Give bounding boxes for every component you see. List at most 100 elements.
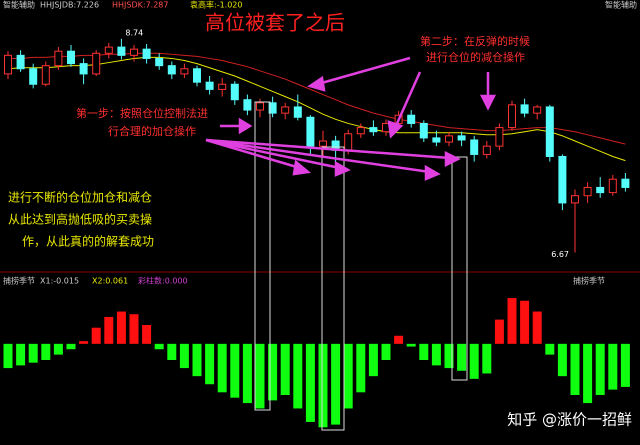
candle-body bbox=[596, 186, 605, 194]
candle-body bbox=[533, 106, 542, 114]
header-item: HHJSDK:7.287 bbox=[112, 1, 168, 10]
candle-body bbox=[193, 68, 201, 83]
candle-body bbox=[4, 54, 12, 75]
annotation: 第一步：按照仓位控制法进 bbox=[76, 106, 208, 120]
candle-body bbox=[67, 50, 75, 65]
histogram-bar bbox=[217, 343, 227, 393]
histogram-bar bbox=[104, 316, 114, 344]
histogram-bar bbox=[41, 343, 51, 360]
histogram-bar bbox=[242, 343, 252, 404]
histogram-bar bbox=[16, 343, 26, 366]
candle-body bbox=[608, 178, 617, 194]
indicator-legend: X1:-0.015 bbox=[40, 277, 79, 286]
histogram-bar bbox=[520, 300, 530, 344]
histogram-bar bbox=[192, 343, 202, 377]
candle-body bbox=[16, 54, 25, 70]
histogram-bar bbox=[482, 343, 492, 374]
header-item: 袁高率:-1.020 bbox=[190, 0, 242, 10]
histogram-bar bbox=[79, 341, 89, 344]
histogram-bar bbox=[507, 298, 517, 344]
histogram-bar bbox=[305, 343, 315, 422]
annotation: 从此达到高抛低吸的买卖操 bbox=[8, 212, 152, 227]
candle-body bbox=[419, 122, 428, 139]
indicator-right-title: 捕捞季节 bbox=[573, 276, 605, 286]
candle-body bbox=[218, 83, 227, 90]
candle-body bbox=[432, 137, 441, 143]
candle-body bbox=[104, 46, 113, 54]
candle-body bbox=[117, 46, 126, 56]
candle-body bbox=[29, 68, 38, 85]
histogram-bar bbox=[179, 343, 189, 369]
candle-body bbox=[243, 99, 252, 111]
candle-body bbox=[457, 135, 466, 141]
candle-body bbox=[268, 102, 277, 114]
histogram-bar bbox=[293, 343, 303, 409]
histogram-bar bbox=[3, 343, 13, 369]
histogram-bar bbox=[255, 343, 265, 409]
histogram-bar bbox=[331, 343, 341, 425]
histogram-bar bbox=[28, 343, 38, 363]
candle-body bbox=[571, 195, 579, 204]
histogram-bar bbox=[318, 343, 328, 428]
histogram-bar bbox=[280, 343, 290, 395]
histogram-bar bbox=[116, 311, 126, 344]
candle-body bbox=[79, 63, 88, 75]
histogram-bar bbox=[469, 343, 479, 379]
watermark: 知乎 @涨价一招鲜 bbox=[507, 411, 632, 429]
histogram-bar bbox=[230, 343, 240, 398]
candle-body bbox=[495, 127, 504, 147]
histogram-bar bbox=[431, 343, 441, 366]
histogram-bar bbox=[595, 343, 605, 395]
histogram-bar bbox=[268, 343, 278, 401]
high-label: 8.74 bbox=[125, 28, 143, 37]
candle-body bbox=[205, 81, 214, 90]
histogram-bar bbox=[557, 343, 567, 377]
histogram-bar bbox=[394, 335, 404, 344]
candle-body bbox=[54, 50, 63, 67]
candle-body bbox=[142, 48, 151, 59]
candle-body bbox=[293, 106, 302, 118]
candle-body bbox=[130, 48, 138, 56]
histogram-bar bbox=[154, 343, 164, 350]
candle-body bbox=[281, 106, 290, 114]
candle-body bbox=[369, 127, 378, 133]
annotation: 进行不断的仓位加仓和减仓 bbox=[8, 190, 152, 205]
low-label: 6.67 bbox=[551, 250, 569, 259]
candle-body bbox=[92, 52, 101, 75]
candle-body bbox=[508, 104, 516, 129]
moving-average bbox=[7, 56, 626, 162]
indicator-legend: 彩柱数:0.000 bbox=[138, 276, 188, 286]
histogram-bar bbox=[570, 343, 580, 395]
indicator-title: 捕捞季节 bbox=[3, 276, 35, 286]
candle-body bbox=[520, 104, 529, 114]
candle-body bbox=[356, 127, 365, 135]
candle-body bbox=[583, 186, 592, 197]
histogram-bar bbox=[53, 343, 63, 355]
candle-body bbox=[230, 83, 239, 101]
histogram-bar bbox=[444, 343, 454, 369]
candle-body bbox=[155, 57, 164, 67]
candle-body bbox=[41, 65, 50, 85]
histogram-bar bbox=[532, 311, 542, 344]
candle-body bbox=[545, 106, 554, 157]
candle-body bbox=[470, 139, 479, 155]
header-left: 智能辅助 bbox=[3, 0, 35, 10]
candle-body bbox=[621, 178, 630, 188]
candle-body bbox=[180, 68, 189, 75]
histogram-bar bbox=[142, 325, 152, 344]
histogram-bar bbox=[406, 343, 416, 347]
annotation: 第二步：在反弹的时候 bbox=[420, 34, 530, 48]
histogram-bar bbox=[457, 343, 467, 371]
indicator-legend: X2:0.061 bbox=[92, 277, 128, 286]
histogram-bar bbox=[66, 343, 76, 350]
header-item: HHJSJDB:7.226 bbox=[40, 1, 99, 10]
histogram-bar bbox=[381, 343, 391, 360]
chart-title: 高位被套了之后 bbox=[205, 11, 345, 35]
histogram-bar bbox=[494, 319, 504, 344]
arrows bbox=[205, 56, 497, 181]
highlight-boxes bbox=[254, 101, 468, 431]
candle-body bbox=[558, 155, 567, 204]
histogram-bar bbox=[419, 343, 429, 360]
candle-body bbox=[482, 145, 491, 155]
